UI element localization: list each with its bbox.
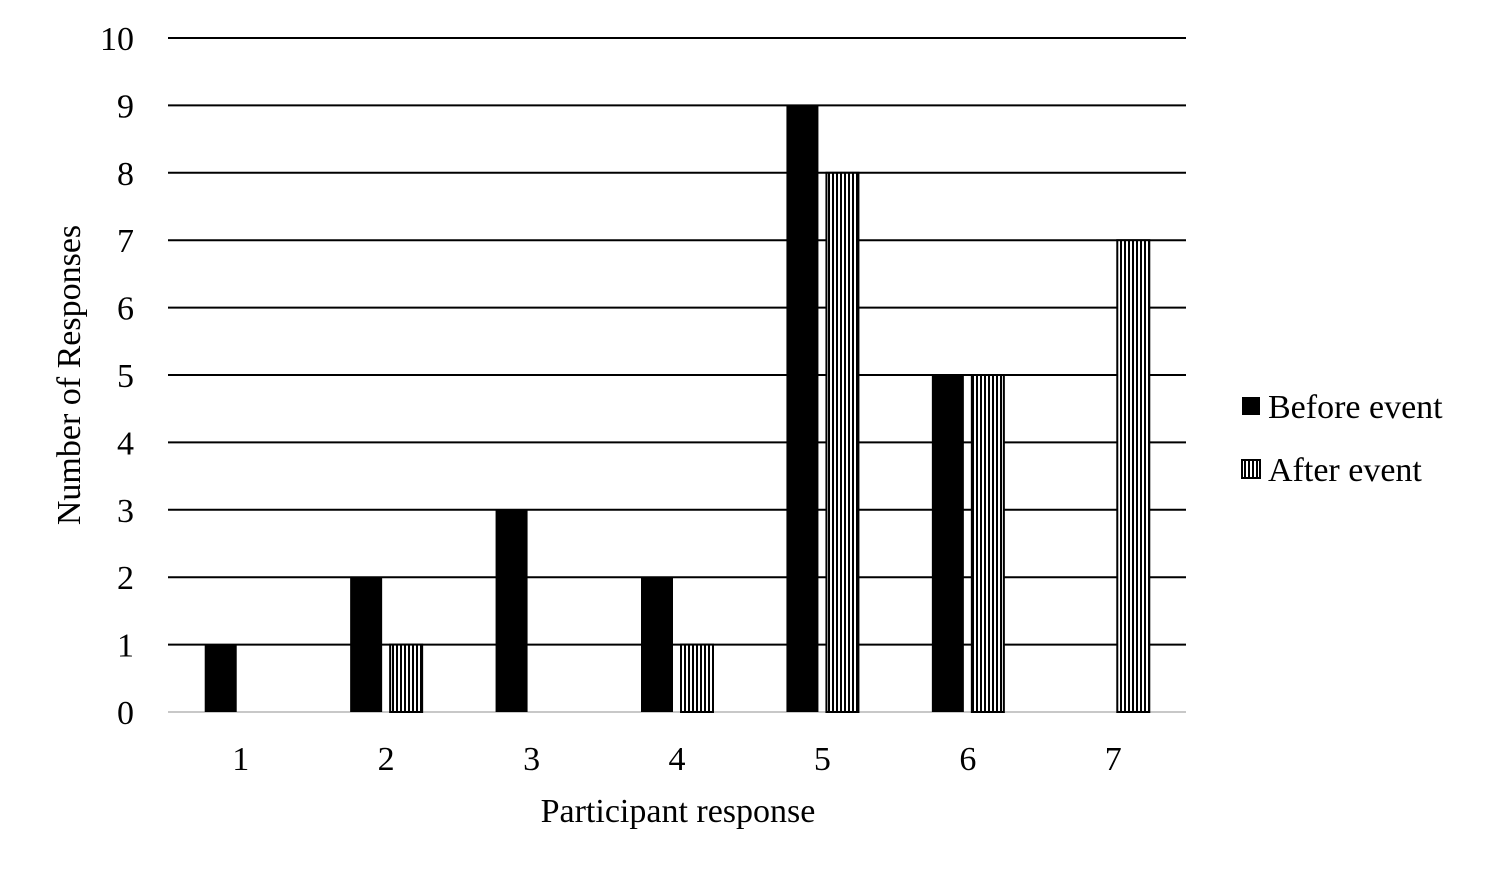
x-axis-title: Participant response <box>541 793 816 830</box>
y-tick-label: 4 <box>117 425 134 462</box>
y-tick-label: 2 <box>117 560 134 597</box>
bar-after-event <box>970 374 1005 713</box>
y-tick-label: 9 <box>117 88 134 125</box>
y-tick-label: 3 <box>117 493 134 530</box>
tick-labels: 0 1 2 3 4 5 6 7 8 9 10 1 2 3 4 5 6 7 <box>100 21 1122 778</box>
legend-label-after-event: After event <box>1268 452 1422 489</box>
y-axis-title: Number of Responses <box>51 225 88 525</box>
bar-before-event <box>786 105 819 712</box>
gridlines <box>168 37 1186 713</box>
bar-before-event <box>641 577 673 712</box>
y-tick-label: 6 <box>117 291 134 328</box>
bar-before-event <box>350 577 383 712</box>
legend: Before event After event <box>1241 389 1443 489</box>
bar-before-event <box>204 644 237 712</box>
y-tick-label: 5 <box>117 358 134 395</box>
y-tick-label: 10 <box>100 21 134 58</box>
y-tick-label: 0 <box>117 695 134 732</box>
bar-after-event <box>389 643 424 713</box>
y-tick-label: 8 <box>117 156 134 193</box>
bar-after-event <box>825 171 860 714</box>
bar-before-event <box>931 375 964 712</box>
x-tick-label: 5 <box>814 741 831 778</box>
y-tick-label: 7 <box>117 223 134 260</box>
x-tick-label: 1 <box>232 741 249 778</box>
x-tick-label: 2 <box>378 741 395 778</box>
y-tick-label: 1 <box>117 628 134 665</box>
x-tick-label: 6 <box>959 741 976 778</box>
bar-after-event <box>1116 239 1151 713</box>
legend-swatch-after-event <box>1241 459 1261 479</box>
bars <box>204 105 1151 714</box>
x-tick-label: 4 <box>669 741 686 778</box>
bar-after-event <box>680 643 714 713</box>
legend-label-before-event: Before event <box>1268 389 1443 426</box>
x-tick-label: 7 <box>1105 741 1122 778</box>
x-tick-label: 3 <box>523 741 540 778</box>
legend-swatch-before-event <box>1242 397 1260 415</box>
bar-before-event <box>495 509 528 712</box>
